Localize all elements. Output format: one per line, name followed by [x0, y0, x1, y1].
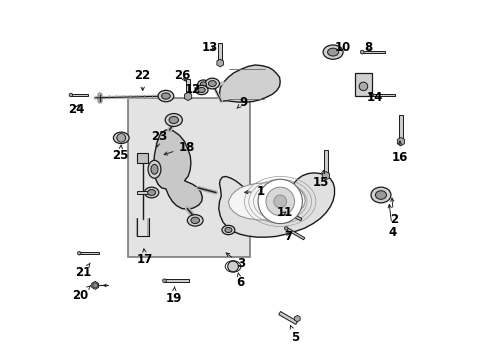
Bar — [71, 94, 88, 96]
Ellipse shape — [117, 134, 125, 142]
Bar — [281, 210, 301, 221]
Text: 4: 4 — [387, 204, 396, 239]
Ellipse shape — [187, 215, 203, 226]
Bar — [323, 150, 327, 176]
Text: 9: 9 — [236, 96, 247, 109]
Ellipse shape — [117, 135, 125, 141]
Polygon shape — [360, 50, 363, 54]
Text: 15: 15 — [312, 170, 329, 189]
Polygon shape — [92, 282, 99, 289]
Bar — [164, 279, 188, 282]
Text: 3: 3 — [225, 253, 244, 270]
Text: 25: 25 — [112, 145, 128, 162]
Text: 10: 10 — [334, 41, 350, 54]
Ellipse shape — [200, 82, 206, 87]
Text: 22: 22 — [134, 69, 150, 90]
Ellipse shape — [147, 190, 155, 195]
Polygon shape — [284, 227, 287, 230]
Polygon shape — [78, 251, 81, 255]
Text: 18: 18 — [164, 141, 194, 155]
Ellipse shape — [323, 45, 343, 59]
Text: 20: 20 — [72, 286, 90, 302]
Text: 13: 13 — [201, 41, 217, 54]
Text: 5: 5 — [289, 325, 299, 345]
Ellipse shape — [358, 82, 367, 91]
Text: 23: 23 — [151, 130, 167, 147]
Polygon shape — [228, 183, 305, 220]
Bar — [137, 153, 148, 163]
Ellipse shape — [169, 116, 178, 123]
Ellipse shape — [208, 81, 216, 86]
Text: 24: 24 — [68, 103, 84, 116]
Ellipse shape — [205, 78, 219, 89]
Bar — [185, 79, 190, 96]
Ellipse shape — [165, 113, 182, 126]
Ellipse shape — [198, 87, 205, 93]
Ellipse shape — [144, 187, 159, 198]
Polygon shape — [294, 315, 300, 322]
Polygon shape — [279, 209, 284, 212]
Polygon shape — [153, 130, 202, 209]
Bar — [79, 252, 99, 255]
Text: 6: 6 — [236, 273, 244, 289]
Ellipse shape — [113, 132, 129, 144]
Text: 14: 14 — [366, 91, 382, 104]
Ellipse shape — [273, 195, 286, 208]
Ellipse shape — [161, 93, 170, 99]
Ellipse shape — [197, 80, 209, 89]
Ellipse shape — [258, 179, 302, 224]
Text: 19: 19 — [165, 287, 182, 305]
Bar — [278, 311, 297, 324]
Text: 26: 26 — [173, 69, 190, 82]
Ellipse shape — [93, 283, 98, 288]
Text: 16: 16 — [391, 141, 407, 165]
Polygon shape — [397, 138, 404, 146]
Bar — [371, 94, 394, 96]
Ellipse shape — [327, 48, 338, 56]
Ellipse shape — [151, 165, 158, 174]
Polygon shape — [163, 279, 166, 283]
Text: 7: 7 — [284, 230, 291, 243]
Bar — [362, 51, 385, 53]
Text: 12: 12 — [184, 84, 201, 96]
Ellipse shape — [375, 191, 386, 199]
Ellipse shape — [190, 217, 199, 224]
Text: 2: 2 — [389, 198, 397, 226]
Ellipse shape — [195, 85, 207, 95]
Bar — [354, 73, 372, 96]
Ellipse shape — [265, 187, 294, 216]
Bar — [398, 115, 403, 141]
Text: 8: 8 — [364, 41, 372, 54]
Bar — [218, 43, 222, 63]
Polygon shape — [216, 59, 223, 67]
Bar — [137, 191, 148, 194]
Bar — [285, 228, 304, 240]
Ellipse shape — [370, 187, 390, 203]
Ellipse shape — [148, 160, 161, 178]
Text: 21: 21 — [76, 263, 92, 279]
Text: 17: 17 — [137, 249, 153, 266]
FancyBboxPatch shape — [128, 98, 249, 257]
Polygon shape — [369, 93, 372, 97]
Polygon shape — [219, 65, 280, 102]
Polygon shape — [218, 173, 334, 237]
Ellipse shape — [227, 261, 238, 272]
Ellipse shape — [224, 228, 231, 233]
Text: 11: 11 — [276, 206, 292, 219]
Polygon shape — [184, 92, 191, 100]
Polygon shape — [69, 93, 72, 97]
Text: 1: 1 — [244, 185, 264, 198]
Ellipse shape — [158, 90, 173, 102]
Ellipse shape — [222, 225, 234, 235]
Polygon shape — [322, 171, 329, 180]
